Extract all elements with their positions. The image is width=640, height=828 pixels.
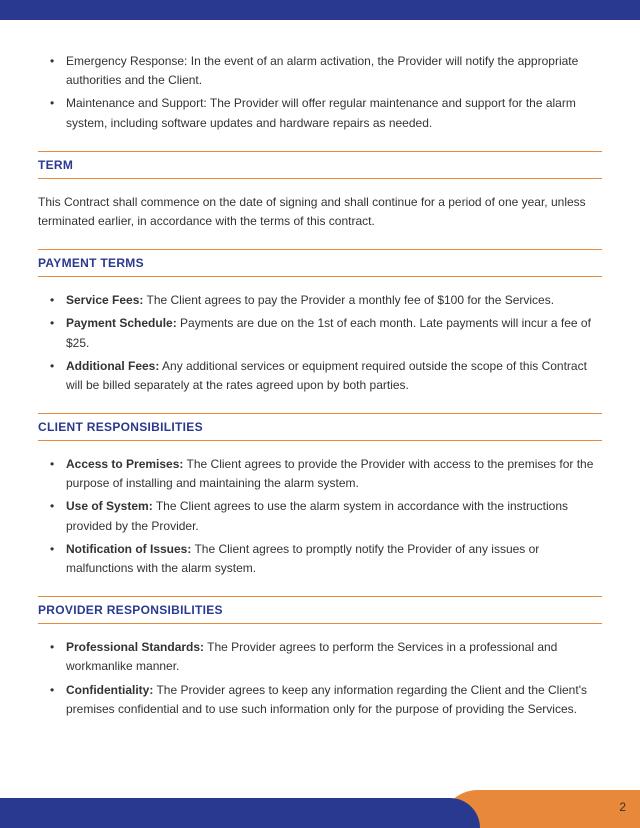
footer: 2 — [0, 790, 640, 828]
bullet-text: The Client agrees to pay the Provider a … — [143, 293, 554, 307]
bullet-label: Use of System: — [66, 499, 153, 513]
payment-terms-list: Service Fees: The Client agrees to pay t… — [38, 291, 602, 395]
bullet-label: Access to Premises: — [66, 457, 183, 471]
bullet-label: Additional Fees: — [66, 359, 159, 373]
client-responsibilities-list: Access to Premises: The Client agrees to… — [38, 455, 602, 578]
section-title-client-responsibilities: CLIENT RESPONSIBILITIES — [38, 420, 602, 434]
list-item: Payment Schedule: Payments are due on th… — [38, 314, 602, 352]
list-item: Service Fees: The Client agrees to pay t… — [38, 291, 602, 310]
bullet-text: Maintenance and Support: — [66, 96, 207, 110]
section-divider: CLIENT RESPONSIBILITIES — [38, 413, 602, 441]
section-divider: TERM — [38, 151, 602, 179]
bullet-label: Payment Schedule: — [66, 316, 177, 330]
bullet-label: Service Fees: — [66, 293, 143, 307]
section-paragraph: This Contract shall commence on the date… — [38, 193, 602, 231]
section-title-provider-responsibilities: PROVIDER RESPONSIBILITIES — [38, 603, 602, 617]
list-item: Access to Premises: The Client agrees to… — [38, 455, 602, 493]
list-item: Professional Standards: The Provider agr… — [38, 638, 602, 676]
list-item: Confidentiality: The Provider agrees to … — [38, 681, 602, 719]
list-item: Maintenance and Support: The Provider wi… — [38, 94, 602, 132]
bullet-text: Emergency Response: — [66, 54, 187, 68]
bullet-label: Notification of Issues: — [66, 542, 191, 556]
section-divider: PROVIDER RESPONSIBILITIES — [38, 596, 602, 624]
intro-bullet-list: Emergency Response: In the event of an a… — [38, 52, 602, 133]
list-item: Notification of Issues: The Client agree… — [38, 540, 602, 578]
section-title-payment-terms: PAYMENT TERMS — [38, 256, 602, 270]
page-number: 2 — [619, 800, 626, 814]
list-item: Use of System: The Client agrees to use … — [38, 497, 602, 535]
section-title-term: TERM — [38, 158, 602, 172]
list-item: Emergency Response: In the event of an a… — [38, 52, 602, 90]
bullet-label: Confidentiality: — [66, 683, 153, 697]
document-content: Emergency Response: In the event of an a… — [0, 20, 640, 719]
section-divider: PAYMENT TERMS — [38, 249, 602, 277]
provider-responsibilities-list: Professional Standards: The Provider agr… — [38, 638, 602, 719]
bullet-label: Professional Standards: — [66, 640, 204, 654]
footer-blue-shape — [0, 798, 480, 828]
list-item: Additional Fees: Any additional services… — [38, 357, 602, 395]
header-bar — [0, 0, 640, 20]
